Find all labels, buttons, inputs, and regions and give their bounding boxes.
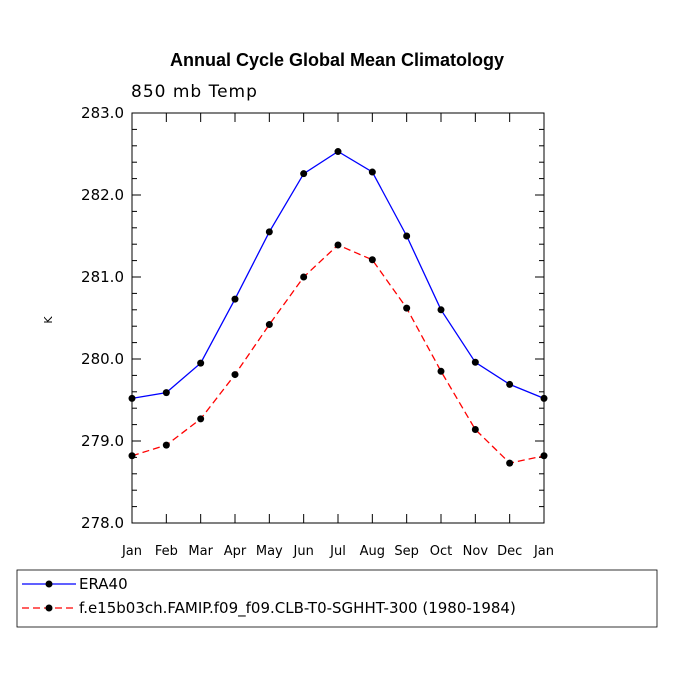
data-point-1-4 (265, 321, 273, 329)
x-tick-label: Jan (533, 544, 554, 559)
x-tick-label: Nov (463, 544, 489, 559)
series-lines (131, 150, 545, 464)
y-tick-label: 283.0 (81, 104, 124, 122)
y-tick-label: 279.0 (81, 432, 124, 450)
legend-box (16, 569, 658, 628)
data-point-0-6 (334, 148, 342, 156)
series-line-1 (131, 244, 545, 464)
x-tick-label: Jun (293, 544, 314, 559)
data-point-1-8 (403, 304, 411, 312)
data-point-1-0 (128, 452, 136, 460)
data-point-0-1 (162, 389, 170, 397)
x-tick-label: Sep (394, 544, 419, 559)
data-point-1-7 (368, 256, 376, 264)
y-tick-label: 280.0 (81, 350, 124, 368)
data-point-1-1 (162, 441, 170, 449)
series-line-0 (131, 150, 545, 400)
data-point-0-2 (197, 359, 205, 367)
legend-marker-era40 (45, 580, 53, 588)
data-point-1-3 (231, 371, 239, 379)
legend-label-model: f.e15b03ch.FAMIP.f09_f09.CLB-T0-SGHHT-30… (79, 599, 516, 618)
data-point-0-7 (368, 168, 376, 176)
data-point-1-5 (300, 273, 308, 281)
y-tick-label: 282.0 (81, 186, 124, 204)
chart-title: Annual Cycle Global Mean Climatology (170, 50, 504, 70)
y-tick-label: 281.0 (81, 268, 124, 286)
data-point-1-2 (197, 415, 205, 423)
data-point-0-4 (265, 228, 273, 236)
legend-label-era40: ERA40 (79, 575, 128, 593)
data-point-0-5 (300, 170, 308, 178)
x-tick-label: Jan (121, 544, 142, 559)
x-tick-label: Aug (360, 544, 385, 559)
data-point-1-6 (334, 241, 342, 249)
x-tick-label: Feb (155, 544, 178, 559)
axis-ticks (131, 112, 545, 524)
data-point-0-8 (403, 232, 411, 240)
x-tick-label: Jul (329, 544, 346, 559)
data-point-0-9 (437, 306, 445, 314)
y-tick-label: 278.0 (81, 514, 124, 532)
data-point-1-10 (471, 426, 479, 434)
x-tick-label: Dec (497, 544, 522, 559)
data-point-1-9 (437, 367, 445, 375)
y-axis-label: K (42, 316, 55, 324)
legend-marker-model (45, 604, 53, 612)
x-tick-label: Apr (224, 544, 247, 559)
x-tick-label: May (256, 544, 283, 559)
x-tick-label: Mar (188, 544, 213, 559)
data-point-1-11 (506, 459, 514, 467)
chart-subtitle: 850 mb Temp (131, 82, 258, 102)
data-point-0-12 (540, 394, 548, 402)
data-point-0-11 (506, 380, 514, 388)
data-point-0-0 (128, 394, 136, 402)
x-tick-label: Oct (430, 544, 452, 559)
data-point-0-10 (471, 358, 479, 366)
data-point-0-3 (231, 295, 239, 303)
series-markers (128, 148, 548, 467)
tick-labels: 278.0 279.0 280.0 281.0 282.0 283.0 Jan Feb Mar A… (81, 104, 554, 559)
data-point-1-12 (540, 452, 548, 460)
plot-frame (131, 112, 545, 524)
